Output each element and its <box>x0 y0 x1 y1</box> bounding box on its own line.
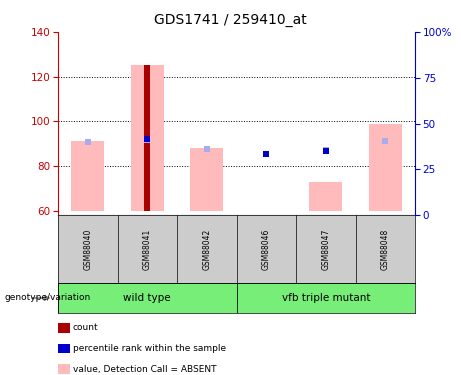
Point <box>143 136 151 142</box>
Bar <box>190 148 223 210</box>
Text: count: count <box>73 324 98 333</box>
Bar <box>309 182 342 210</box>
Point <box>322 148 330 154</box>
Point <box>203 146 210 152</box>
Bar <box>369 123 402 210</box>
Point <box>322 147 330 153</box>
Bar <box>144 66 150 210</box>
Text: GDS1741 / 259410_at: GDS1741 / 259410_at <box>154 13 307 27</box>
Point <box>263 151 270 157</box>
Bar <box>131 66 164 210</box>
Bar <box>58 283 236 313</box>
Point <box>382 138 389 144</box>
Text: GSM88042: GSM88042 <box>202 228 211 270</box>
Text: GSM88040: GSM88040 <box>83 228 92 270</box>
Text: GSM88046: GSM88046 <box>262 228 271 270</box>
Bar <box>236 283 415 313</box>
Point <box>84 140 91 146</box>
Bar <box>71 141 104 210</box>
Text: GSM88048: GSM88048 <box>381 228 390 270</box>
Text: wild type: wild type <box>124 293 171 303</box>
Text: GSM88047: GSM88047 <box>321 228 330 270</box>
Text: vfb triple mutant: vfb triple mutant <box>282 293 370 303</box>
Text: value, Detection Call = ABSENT: value, Detection Call = ABSENT <box>73 365 216 374</box>
Text: GSM88041: GSM88041 <box>143 228 152 270</box>
Text: percentile rank within the sample: percentile rank within the sample <box>73 344 226 353</box>
Point <box>143 137 151 143</box>
Text: genotype/variation: genotype/variation <box>5 294 91 303</box>
